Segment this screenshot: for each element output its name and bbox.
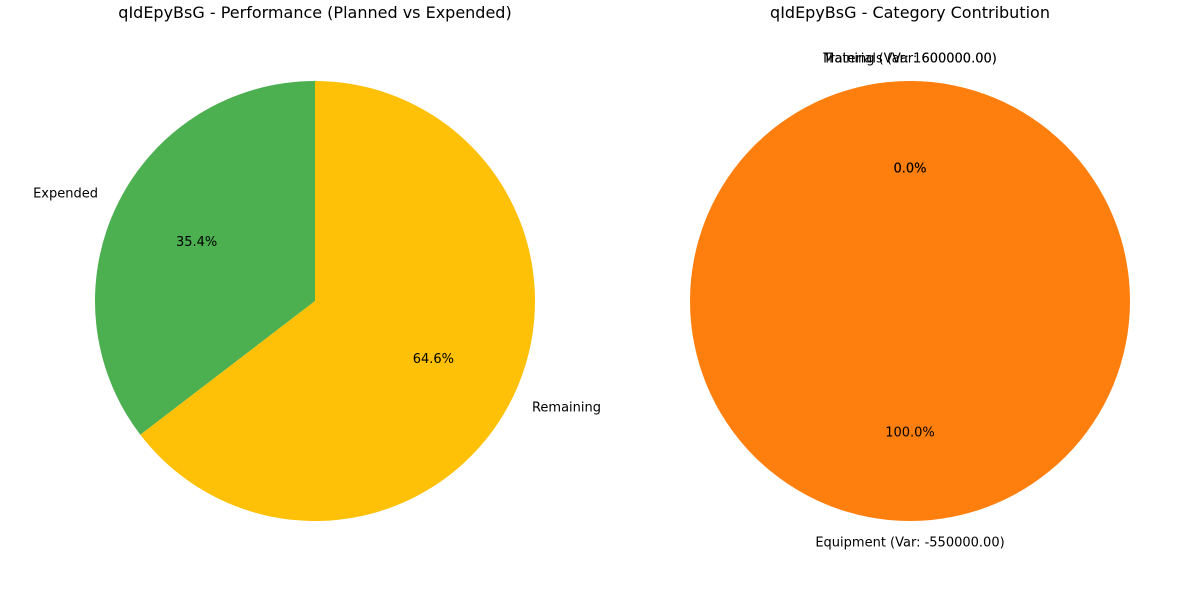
slice-percent-expended: 35.4% (176, 235, 217, 250)
slice-label-equipment: Equipment (Var: -550000.00) (815, 536, 1004, 551)
slice-label-training: Training (Var: 1600000.00) (822, 52, 997, 67)
slice-label-materials: Materials (Var: 600000.00) (823, 52, 997, 67)
slice-percent-materials: 0.0% (893, 162, 926, 177)
slice-percent-remaining: 64.6% (413, 352, 454, 367)
pie-slice-equipment (690, 81, 1130, 521)
slice-label-expended: Expended (33, 186, 98, 201)
category-pie-chart: qIdEpyBsG - Category Contribution Traini… (690, 3, 1130, 551)
category-chart-title: qIdEpyBsG - Category Contribution (770, 3, 1050, 22)
performance-chart-title: qIdEpyBsG - Performance (Planned vs Expe… (118, 3, 511, 22)
slice-percent-equipment: 100.0% (885, 426, 935, 441)
pie-slice-remaining (140, 81, 535, 521)
slice-label-remaining: Remaining (532, 401, 601, 416)
slice-percent-training: 0.0% (893, 162, 926, 177)
pie-slice-expended (95, 81, 315, 435)
performance-pie-chart: qIdEpyBsG - Performance (Planned vs Expe… (33, 3, 601, 521)
